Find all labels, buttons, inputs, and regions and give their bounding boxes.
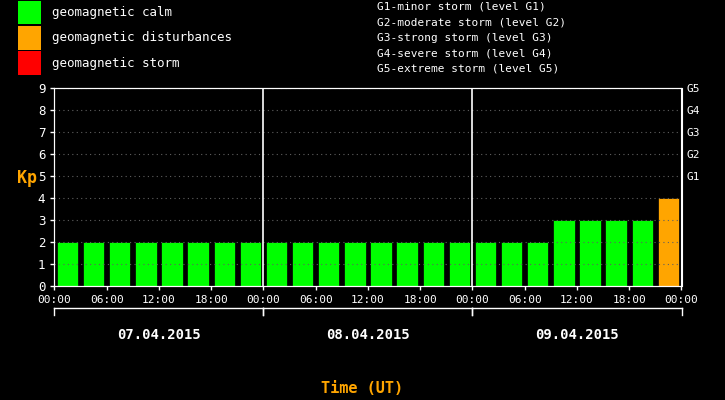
Y-axis label: Kp: Kp [17, 169, 37, 187]
Text: G4-severe storm (level G4): G4-severe storm (level G4) [377, 48, 552, 58]
Text: geomagnetic disturbances: geomagnetic disturbances [52, 31, 232, 44]
Bar [213, 242, 235, 286]
Bar [370, 242, 392, 286]
Text: G1-minor storm (level G1): G1-minor storm (level G1) [377, 2, 546, 12]
Text: 08.04.2015: 08.04.2015 [326, 328, 410, 342]
Bar [501, 242, 523, 286]
Bar [344, 242, 365, 286]
Bar [318, 242, 339, 286]
Bar [658, 198, 679, 286]
Bar [240, 242, 261, 286]
Bar [292, 242, 313, 286]
Bar [18, 26, 41, 50]
Bar [109, 242, 130, 286]
Bar [135, 242, 157, 286]
Text: geomagnetic calm: geomagnetic calm [52, 6, 173, 19]
Bar [18, 1, 41, 24]
Bar [161, 242, 183, 286]
Bar [57, 242, 78, 286]
Bar [266, 242, 287, 286]
Bar [553, 220, 575, 286]
Bar [18, 51, 41, 75]
Text: G5-extreme storm (level G5): G5-extreme storm (level G5) [377, 64, 559, 74]
Bar [579, 220, 601, 286]
Bar [83, 242, 104, 286]
Bar [527, 242, 549, 286]
Bar [475, 242, 496, 286]
Bar [187, 242, 209, 286]
Text: Time (UT): Time (UT) [321, 381, 404, 396]
Bar [605, 220, 627, 286]
Bar [449, 242, 470, 286]
Bar [397, 242, 418, 286]
Bar [423, 242, 444, 286]
Text: 07.04.2015: 07.04.2015 [117, 328, 201, 342]
Bar [631, 220, 653, 286]
Text: G2-moderate storm (level G2): G2-moderate storm (level G2) [377, 17, 566, 27]
Text: G3-strong storm (level G3): G3-strong storm (level G3) [377, 33, 552, 43]
Text: 09.04.2015: 09.04.2015 [535, 328, 619, 342]
Text: geomagnetic storm: geomagnetic storm [52, 56, 180, 70]
